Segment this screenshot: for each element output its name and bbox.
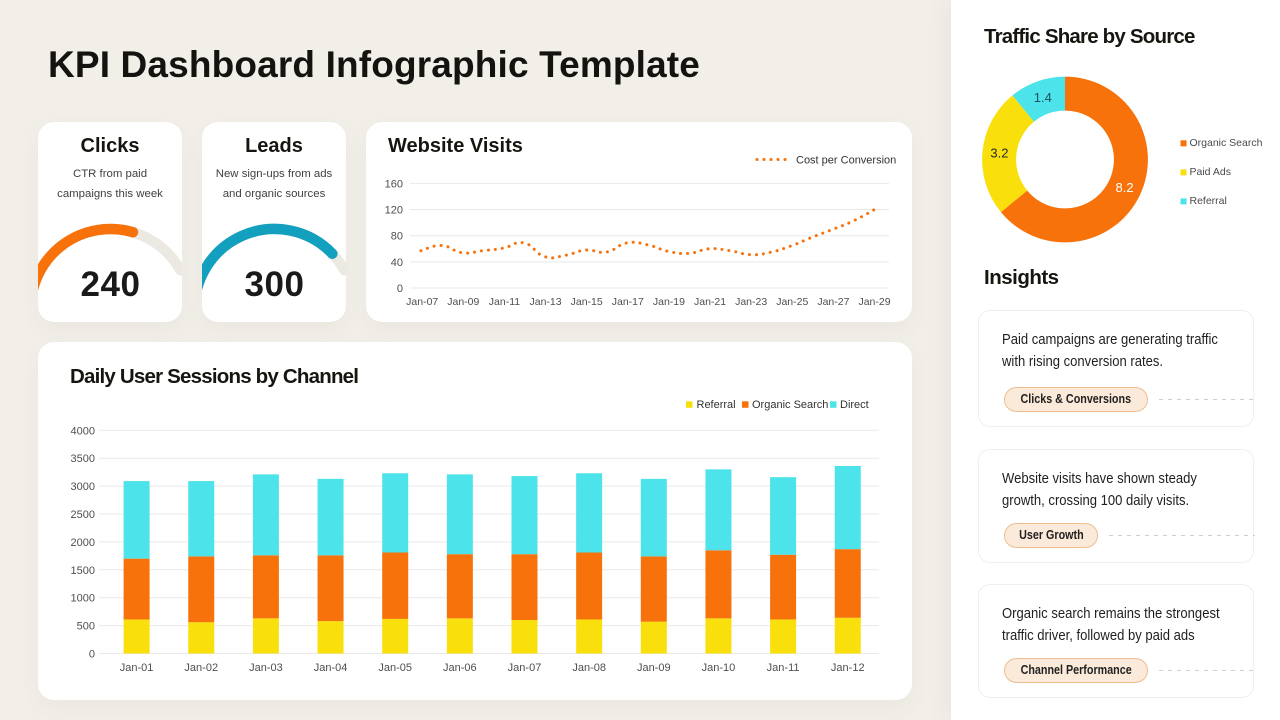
- svg-text:Jan-15: Jan-15: [571, 296, 603, 308]
- svg-text:1000: 1000: [71, 593, 95, 605]
- svg-text:1500: 1500: [71, 565, 95, 577]
- svg-text:0: 0: [89, 649, 95, 661]
- svg-text:Referral: Referral: [697, 399, 736, 411]
- svg-text:Jan-07: Jan-07: [406, 296, 438, 308]
- svg-text:Jan-11: Jan-11: [767, 662, 800, 674]
- svg-text:Jan-06: Jan-06: [443, 662, 477, 674]
- svg-text:Paid Ads: Paid Ads: [1190, 166, 1231, 178]
- svg-text:2500: 2500: [71, 509, 95, 521]
- svg-text:Jan-11: Jan-11: [489, 296, 520, 308]
- svg-text:Jan-10: Jan-10: [702, 662, 736, 674]
- svg-text:2000: 2000: [71, 537, 95, 549]
- svg-text:Jan-21: Jan-21: [694, 296, 726, 308]
- svg-text:Jan-08: Jan-08: [572, 662, 606, 674]
- svg-text:3500: 3500: [71, 453, 95, 465]
- svg-text:Jan-02: Jan-02: [184, 662, 218, 674]
- svg-text:120: 120: [385, 205, 403, 217]
- svg-text:Direct: Direct: [840, 399, 869, 411]
- svg-text:240: 240: [81, 265, 141, 304]
- svg-text:Jan-05: Jan-05: [378, 662, 412, 674]
- svg-text:3.2: 3.2: [990, 146, 1008, 161]
- svg-text:80: 80: [391, 231, 403, 243]
- svg-text:Jan-09: Jan-09: [447, 296, 479, 308]
- svg-text:0: 0: [397, 283, 403, 295]
- svg-text:Jan-17: Jan-17: [612, 296, 644, 308]
- svg-text:Jan-27: Jan-27: [817, 296, 849, 308]
- svg-text:40: 40: [391, 257, 403, 269]
- svg-text:8.2: 8.2: [1116, 180, 1134, 195]
- svg-text:Jan-19: Jan-19: [653, 296, 685, 308]
- svg-text:Jan-29: Jan-29: [858, 296, 890, 308]
- svg-text:Jan-13: Jan-13: [530, 296, 562, 308]
- svg-text:Cost per Conversion: Cost per Conversion: [796, 155, 896, 167]
- svg-text:Jan-25: Jan-25: [776, 296, 808, 308]
- svg-text:Jan-07: Jan-07: [508, 662, 542, 674]
- svg-text:160: 160: [385, 178, 403, 190]
- svg-text:Jan-01: Jan-01: [120, 662, 154, 674]
- svg-text:Referral: Referral: [1190, 195, 1227, 207]
- svg-text:Jan-23: Jan-23: [735, 296, 767, 308]
- svg-text:1.4: 1.4: [1034, 90, 1052, 105]
- svg-text:Jan-12: Jan-12: [831, 662, 865, 674]
- svg-text:Jan-04: Jan-04: [314, 662, 348, 674]
- svg-text:Jan-09: Jan-09: [637, 662, 671, 674]
- svg-text:4000: 4000: [71, 425, 95, 437]
- svg-text:300: 300: [245, 265, 305, 304]
- svg-text:Organic Search: Organic Search: [752, 399, 828, 411]
- svg-text:3000: 3000: [71, 481, 95, 493]
- svg-text:500: 500: [77, 621, 95, 633]
- svg-text:Organic Search: Organic Search: [1190, 137, 1263, 149]
- svg-text:Jan-03: Jan-03: [249, 662, 283, 674]
